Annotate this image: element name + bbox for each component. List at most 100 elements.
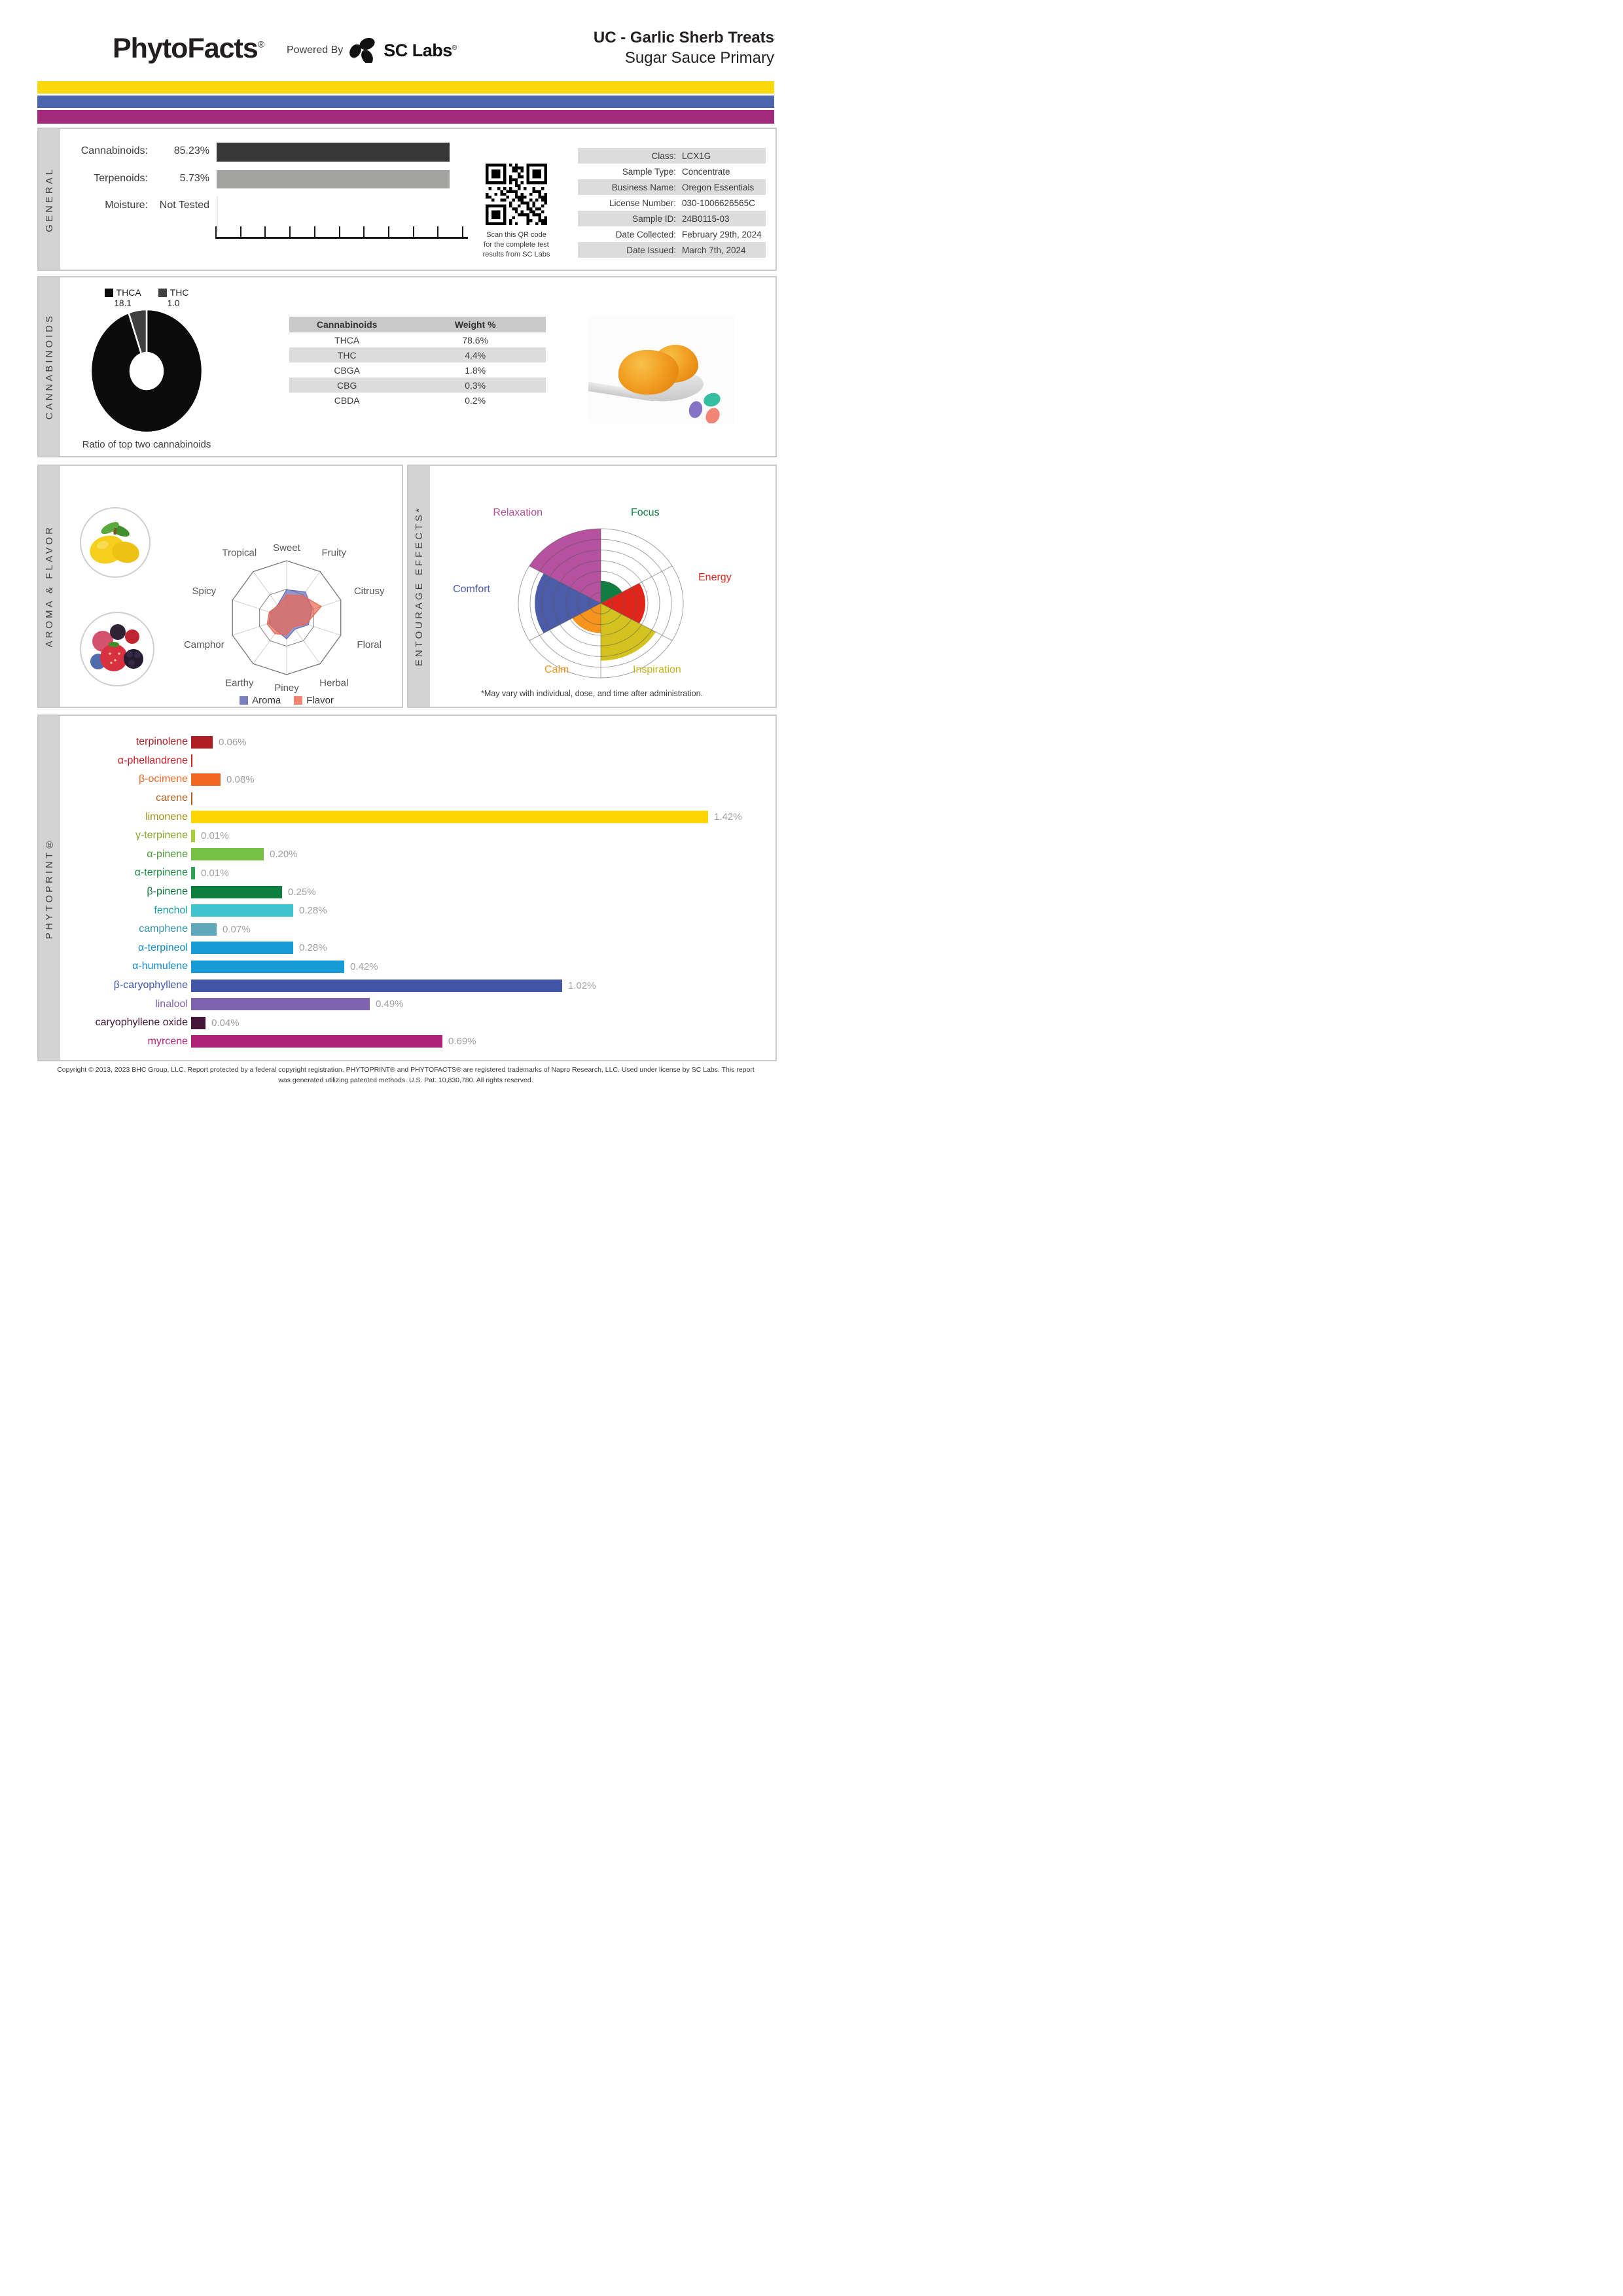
aroma-flavor-legend: Aroma Flavor [175, 695, 398, 706]
entourage-wheel [518, 528, 684, 679]
radar-axis-earthy: Earthy [225, 677, 254, 688]
terpene-row-myrcene: myrcene 0.69% [60, 1033, 770, 1051]
section-cannabinoids: CANNABINOIDS THCA 18.1 THC 1.0 Ratio of top… [37, 276, 777, 457]
radar-axis-floral: Floral [357, 639, 382, 650]
cannabinoid-weight: 4.4% [465, 349, 486, 361]
legend-name: THC [169, 287, 189, 298]
terpene-bar [191, 998, 370, 1011]
info-row-sample-type-: Sample Type: Concentrate [578, 164, 766, 179]
radar-axis-herbal: Herbal [319, 677, 348, 688]
powered-by-group: Powered By SC Labs® [287, 38, 457, 63]
cannabinoid-name: CBDA [334, 395, 360, 406]
aroma-flavor-radar: Sweet Fruity Citrusy Floral Herbal Piney Earth… [184, 542, 385, 694]
terpene-row-α-humulene: α-humulene 0.42% [60, 957, 770, 976]
col-weight: Weight % [454, 319, 496, 330]
scale-ruler [215, 226, 468, 239]
ruler-tick [338, 226, 340, 238]
brand-stripe-yellow [37, 81, 774, 94]
qr-caption: Scan this QR code for the complete test … [482, 231, 550, 258]
terpene-bar [191, 1016, 205, 1029]
ruler-tick [264, 226, 266, 238]
wheel-wedge-relaxation [529, 529, 601, 603]
info-label: Class: [651, 150, 676, 161]
info-value: LCX1G [682, 150, 711, 161]
terpene-bar [191, 811, 708, 824]
terpene-row-β-caryophyllene: β-caryophyllene 1.02% [60, 976, 770, 995]
terpene-name: terpinolene [135, 736, 188, 748]
cannabinoid-row-cbda: CBDA 0.2% [289, 393, 546, 408]
entourage-label-calm: Calm [544, 664, 569, 675]
terpene-row-β-ocimene: β-ocimene 0.08% [60, 770, 770, 789]
wheel-wedge-calm [572, 603, 601, 633]
info-value: February 29th, 2024 [682, 229, 762, 239]
terpenoids-total-label: Terpenoids: [94, 173, 148, 184]
lemon-illustration [90, 521, 139, 564]
info-row-license-number-: License Number: 030-1006626565C [578, 195, 766, 211]
cannabinoid-ratio-donut [90, 308, 204, 434]
donut-caption: Ratio of top two cannabinoids [82, 439, 211, 450]
info-row-business-name-: Business Name: Oregon Essentials [578, 179, 766, 195]
general-sidebar: GENERAL [39, 129, 60, 270]
terpene-value: 0.69% [448, 1036, 476, 1048]
info-label: Sample ID: [632, 213, 676, 224]
legend-swatch [104, 288, 113, 297]
cannabinoids-total-value: 85.23% [173, 145, 209, 156]
berries-photo [80, 612, 154, 686]
moisture-empty-bar [217, 196, 218, 232]
terpene-name: β-pinene [147, 886, 188, 898]
terpene-row-camphene: camphene 0.07% [60, 920, 770, 939]
cannabinoids-sidebar: CANNABINOIDS [39, 277, 60, 456]
brand-stripe-blue [37, 96, 774, 108]
footer-line1: Copyright © 2013, 2023 BHC Group, LLC. R… [57, 1066, 755, 1074]
terpene-value: 0.07% [223, 923, 251, 935]
legend-value: 18.1 [114, 298, 132, 308]
terpene-bar [191, 942, 293, 955]
cannabinoid-weight: 0.3% [465, 380, 486, 391]
terpene-bar [191, 885, 282, 898]
terpene-name: β-ocimene [138, 773, 188, 785]
moisture-label: Moisture: [105, 200, 148, 211]
terpene-value: 0.28% [299, 905, 327, 917]
radar-axis-sweet: Sweet [273, 542, 301, 554]
terpene-name: α-phellandrene [117, 754, 188, 766]
col-cannabinoids: Cannabinoids [316, 319, 378, 330]
info-row-class-: Class: LCX1G [578, 148, 766, 164]
legend-aroma: Aroma [240, 695, 281, 706]
section-phytoprint: PHYTOPRINT® terpinolene 0.06% α-phellandre… [37, 715, 777, 1061]
legend-value: 1.0 [167, 298, 180, 308]
concentrate-blob [618, 350, 679, 395]
info-label: License Number: [609, 198, 676, 208]
section-entourage-effects: ENTOURAGE EFFECTS* Relaxation Focus Ener… [407, 465, 777, 708]
brand-dot-purple [687, 399, 704, 420]
cannabinoid-weight: 0.2% [465, 395, 486, 406]
report-title: UC - Garlic Sherb Treats Sugar Sauce Pri… [594, 27, 774, 68]
ruler-tick [215, 226, 217, 238]
terpene-row-terpinolene: terpinolene 0.06% [60, 733, 770, 752]
terpene-value: 0.04% [211, 1017, 240, 1029]
terpene-value: 0.08% [226, 773, 255, 785]
phytoprint-sidebar: PHYTOPRINT® [39, 716, 60, 1060]
terpene-value: 0.42% [350, 961, 378, 972]
entourage-label-focus: Focus [631, 507, 660, 518]
wheel-wedge-focus [601, 580, 622, 603]
cannabinoid-name: CBG [337, 380, 357, 391]
cannabinoids-table-header: Cannabinoids Weight % [289, 317, 546, 332]
donut-legend-thc: THC 1.0 [158, 287, 189, 308]
cannabinoids-sidebar-label: CANNABINOIDS [44, 313, 55, 420]
terpene-bar [191, 904, 293, 917]
cannabinoid-name: THC [337, 349, 357, 361]
terpene-row-α-terpinene: α-terpinene 0.01% [60, 864, 770, 883]
general-sidebar-label: GENERAL [44, 166, 55, 232]
terpene-name: α-terpinene [134, 867, 188, 879]
terpene-value: 0.06% [219, 736, 247, 748]
terpene-value: 0.01% [201, 867, 229, 879]
ruler-tick [289, 226, 291, 238]
cannabinoid-row-thc: THC 4.4% [289, 347, 546, 362]
section-aroma-flavor: AROMA & FLAVOR Sweet Fruity Citrusy Flora [37, 465, 403, 708]
cannabinoids-table: Cannabinoids Weight % THCA 78.6% THC 4.4% CBGA… [289, 317, 546, 408]
terpenoids-total-bar [217, 170, 450, 188]
terpene-row-limonene: limonene 1.42% [60, 807, 770, 826]
entourage-sidebar: ENTOURAGE EFFECTS* [408, 466, 430, 707]
registered-mark: ® [257, 39, 264, 50]
cannabinoids-total-label: Cannabinoids: [80, 145, 148, 156]
